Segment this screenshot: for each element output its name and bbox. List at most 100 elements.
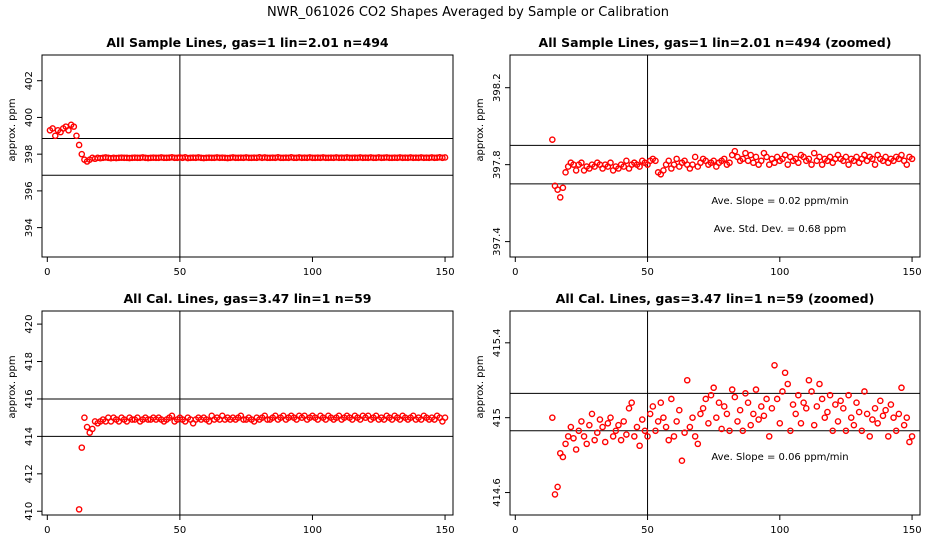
panel-2-plot-frame bbox=[509, 54, 921, 258]
panel-4-data-point bbox=[816, 380, 823, 388]
panel-4-data-point bbox=[903, 414, 911, 421]
panel-4-data-point bbox=[549, 414, 556, 421]
panel-3-data-point bbox=[89, 425, 96, 433]
panel-4-data-point bbox=[768, 405, 776, 412]
panel-3-x-tick-label: 50 bbox=[174, 525, 187, 536]
panel-4-data-point bbox=[842, 427, 850, 435]
panel-4-data-point bbox=[826, 391, 834, 399]
panel-4-data-point bbox=[660, 414, 667, 421]
panel-4-data-point bbox=[752, 386, 760, 393]
panel-4-plot-frame bbox=[509, 310, 921, 516]
panel-4-data-point bbox=[839, 405, 847, 412]
panel-4-data-point bbox=[824, 408, 831, 416]
panel-4-data-point bbox=[562, 440, 569, 448]
panel-3-data-point bbox=[81, 414, 88, 421]
panel-2-x-tick-label: 0 bbox=[512, 267, 518, 278]
panel-2-data-point bbox=[673, 155, 680, 163]
panel-4-data-point bbox=[853, 399, 860, 407]
panel-2-data-point bbox=[757, 157, 765, 165]
panel-4-data-point bbox=[593, 429, 601, 436]
panel-2-data-point bbox=[816, 153, 823, 161]
panel-1-x-tick-label: 100 bbox=[303, 267, 322, 278]
panel-4-data-point bbox=[678, 457, 686, 465]
panel-4-data-point bbox=[726, 427, 733, 435]
panel-2-data-point bbox=[665, 157, 673, 165]
panel-4-data-point bbox=[662, 423, 670, 431]
panel-4-data-point bbox=[654, 418, 662, 425]
panel-4-data-point bbox=[681, 429, 688, 436]
panel-4-data-point bbox=[668, 395, 675, 403]
panel-1-y-tick-label: 398 bbox=[24, 145, 35, 164]
panel-2-data-point bbox=[805, 155, 813, 163]
panel-2-x-tick-label: 100 bbox=[770, 267, 789, 278]
panel-2-data-point bbox=[747, 151, 755, 159]
panel-3-y-tick-label: 412 bbox=[24, 464, 35, 483]
panel-3-y-tick-label: 416 bbox=[24, 389, 35, 408]
panel-4-data-point bbox=[787, 427, 794, 435]
panel-4-title: All Cal. Lines, gas=3.47 lin=1 n=59 (zoo… bbox=[556, 291, 875, 306]
panel-4-data-point bbox=[818, 395, 826, 403]
panel-4-data-point bbox=[649, 403, 657, 410]
panel-4-data-point bbox=[702, 395, 710, 403]
panel-2-data-point bbox=[744, 157, 752, 165]
panel-2-data-point bbox=[795, 159, 802, 167]
panel-3-y-tick-label: 418 bbox=[24, 352, 35, 371]
panel-2-data-point bbox=[691, 153, 699, 161]
panel-4-data-point bbox=[591, 436, 598, 444]
panel-1-x-tick-label: 150 bbox=[435, 267, 454, 278]
panel-2-data-point bbox=[549, 136, 556, 143]
panel-4-data-point bbox=[580, 433, 588, 440]
panel-4-data-point bbox=[673, 418, 680, 425]
panel-2-data-point bbox=[556, 194, 564, 201]
panel-4-data-point bbox=[757, 403, 765, 410]
panel-4-data-point bbox=[713, 414, 720, 421]
panel-1-title: All Sample Lines, gas=1 lin=2.01 n=494 bbox=[106, 35, 389, 50]
panel-4-data-point bbox=[657, 399, 665, 407]
panel-4-data-point bbox=[884, 433, 892, 440]
panel-4-data-point bbox=[734, 418, 741, 425]
panel-4-data-point bbox=[646, 410, 654, 418]
panel-1-data-point bbox=[70, 123, 78, 130]
panel-3-plot-frame bbox=[41, 310, 454, 516]
panel-4-data-point bbox=[628, 399, 635, 407]
panel-2-data-point bbox=[869, 155, 876, 163]
panel-4-data-point bbox=[707, 391, 715, 399]
panel-3-x-tick-label: 0 bbox=[44, 525, 50, 536]
panel-4-data-point bbox=[586, 421, 593, 429]
panel-4-data-point bbox=[665, 436, 673, 444]
panel-2-data-point bbox=[752, 153, 760, 161]
panel-4-data-point bbox=[781, 369, 789, 377]
panel-2-data-point bbox=[660, 167, 667, 174]
panel-4-data-point bbox=[877, 397, 884, 405]
panel-3-y-tick-label: 414 bbox=[24, 427, 35, 446]
panel-4-data-point bbox=[855, 408, 863, 416]
panel-2-data-point bbox=[810, 149, 818, 157]
panel-2-data-point bbox=[882, 153, 889, 161]
panel-4-data-point bbox=[874, 419, 881, 427]
panel-2-data-point bbox=[607, 159, 614, 167]
panel-4-data-point bbox=[633, 423, 641, 431]
panel-4-data-point bbox=[686, 423, 694, 431]
figure-title: NWR_061026 CO2 Shapes Averaged by Sample… bbox=[266, 5, 670, 20]
panel-2-data-point bbox=[861, 151, 868, 159]
panel-4-data-point bbox=[694, 440, 702, 448]
panel-4-x-tick-label: 0 bbox=[512, 525, 518, 536]
panel-3-x-tick-label: 100 bbox=[303, 525, 322, 536]
panel-4-data-point bbox=[551, 491, 559, 498]
panel-4-data-point bbox=[670, 433, 678, 440]
panel-2-annotation: Ave. Slope = 0.02 ppm/min bbox=[711, 196, 848, 207]
panel-4-data-point bbox=[599, 423, 606, 431]
panel-4-data-point bbox=[564, 433, 572, 440]
panel-4-data-point bbox=[760, 412, 768, 420]
panel-2-data-point bbox=[845, 161, 852, 168]
panel-3-data-point bbox=[441, 414, 449, 421]
panel-4-x-tick-label: 100 bbox=[770, 525, 789, 536]
panel-4-data-point bbox=[869, 416, 876, 423]
panel-4-data-point bbox=[829, 427, 837, 435]
panel-4-data-point bbox=[689, 414, 696, 421]
panel-4-y-axis-label: approx. ppm bbox=[475, 355, 486, 418]
panel-4-data-point bbox=[871, 405, 879, 412]
panel-4-data-point bbox=[609, 433, 617, 440]
panel-3-data-point bbox=[75, 506, 83, 513]
